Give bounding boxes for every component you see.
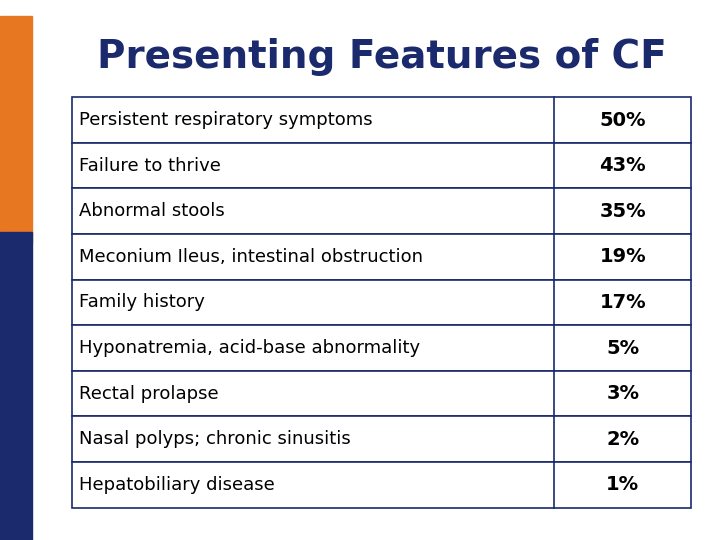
Text: 3%: 3% [606, 384, 639, 403]
Text: Hyponatremia, acid-base abnormality: Hyponatremia, acid-base abnormality [79, 339, 420, 357]
Text: 19%: 19% [600, 247, 646, 266]
Text: Family history: Family history [79, 293, 205, 312]
Text: 5%: 5% [606, 339, 639, 357]
Text: 1%: 1% [606, 475, 639, 494]
Text: 43%: 43% [600, 156, 646, 175]
Text: 17%: 17% [600, 293, 646, 312]
Text: Rectal prolapse: Rectal prolapse [79, 384, 219, 403]
Text: Nasal polyps; chronic sinusitis: Nasal polyps; chronic sinusitis [79, 430, 351, 448]
Text: Meconium Ileus, intestinal obstruction: Meconium Ileus, intestinal obstruction [79, 248, 423, 266]
Text: 35%: 35% [600, 202, 646, 221]
Text: 2%: 2% [606, 430, 639, 449]
Text: Failure to thrive: Failure to thrive [79, 157, 221, 174]
Text: 50%: 50% [600, 111, 646, 130]
Text: Abnormal stools: Abnormal stools [79, 202, 225, 220]
Text: Presenting Features of CF: Presenting Features of CF [96, 38, 667, 76]
Text: Hepatobiliary disease: Hepatobiliary disease [79, 476, 275, 494]
Text: Persistent respiratory symptoms: Persistent respiratory symptoms [79, 111, 373, 129]
